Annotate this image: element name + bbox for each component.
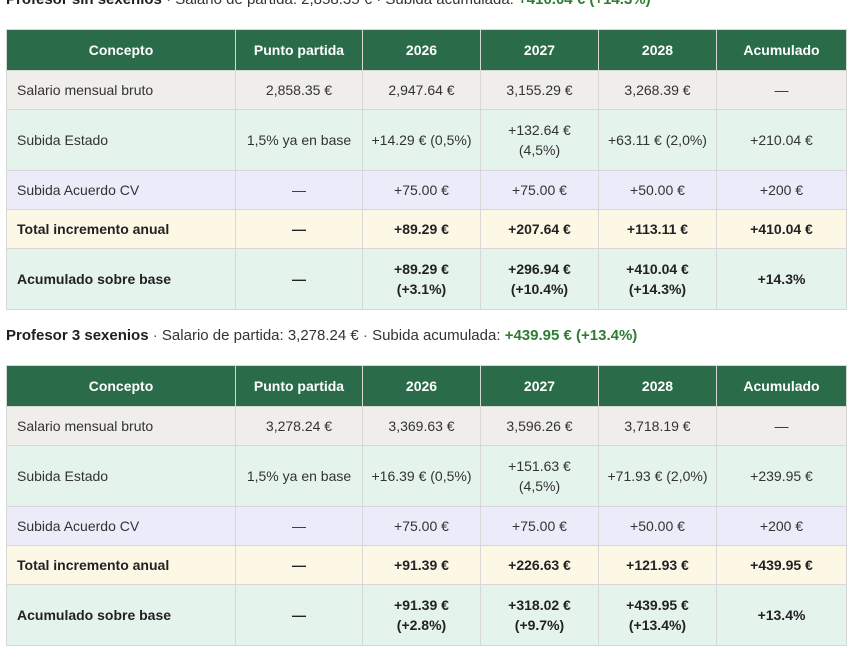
raise-value: +439.95 € (+13.4%) xyxy=(504,327,638,344)
table-cell: +16.39 € (0,5%) xyxy=(362,445,481,507)
table-row: Subida Estado 1,5% ya en base +14.29 € (… xyxy=(6,109,847,171)
table-cell: +89.29 € (+3.1%) xyxy=(362,248,481,310)
table-cell: +132.64 € (4,5%) xyxy=(480,109,599,171)
table-header-row: Concepto Punto partida 2026 2027 2028 Ac… xyxy=(6,29,847,71)
table-cell: +71.93 € (2,0%) xyxy=(598,445,717,507)
table-cell: +50.00 € xyxy=(598,170,717,210)
section-title: Profesor 3 sexenios xyxy=(6,327,149,344)
table-row: Salario mensual bruto 3,278.24 € 3,369.6… xyxy=(6,406,847,446)
salary-table: Concepto Punto partida 2026 2027 2028 Ac… xyxy=(6,29,847,310)
table-cell: — xyxy=(716,406,847,446)
table-cell: 3,268.39 € xyxy=(598,70,717,110)
table-cell: +121.93 € xyxy=(598,545,717,585)
header-2028: 2028 xyxy=(598,29,717,71)
raise-value: +410.04 € (+14.3%) xyxy=(518,0,651,8)
table-cell: +91.39 € xyxy=(362,545,481,585)
table-cell: +14.29 € (0,5%) xyxy=(362,109,481,171)
table-cell: Subida Estado xyxy=(6,445,236,507)
table-cell: 2,947.64 € xyxy=(362,70,481,110)
section-heading: Profesor sin sexenios · Salario de parti… xyxy=(6,0,651,8)
table-cell: — xyxy=(235,248,363,310)
header-acumulado: Acumulado xyxy=(716,365,847,407)
table-cell: +318.02 € (+9.7%) xyxy=(480,584,599,646)
table-row: Acumulado sobre base — +89.29 € (+3.1%) … xyxy=(6,248,847,310)
table-cell: — xyxy=(235,209,363,249)
table-cell: 3,278.24 € xyxy=(235,406,363,446)
table-cell: Subida Acuerdo CV xyxy=(6,506,236,546)
table-cell: +410.04 € xyxy=(716,209,847,249)
section-title: Profesor sin sexenios xyxy=(6,0,162,8)
table-row: Total incremento anual — +89.29 € +207.6… xyxy=(6,209,847,249)
table-cell: +75.00 € xyxy=(480,506,599,546)
table-cell: +63.11 € (2,0%) xyxy=(598,109,717,171)
table-cell: +151.63 € (4,5%) xyxy=(480,445,599,507)
header-punto-partida: Punto partida xyxy=(235,365,363,407)
table-cell: 3,155.29 € xyxy=(480,70,599,110)
starting-salary: Salario de partida: 2,858.35 € xyxy=(175,0,372,8)
header-concepto: Concepto xyxy=(6,29,236,71)
table-row: Salario mensual bruto 2,858.35 € 2,947.6… xyxy=(6,70,847,110)
table-cell: Acumulado sobre base xyxy=(6,248,236,310)
table-cell: +439.95 € xyxy=(716,545,847,585)
table-cell: — xyxy=(235,170,363,210)
table-cell: +75.00 € xyxy=(362,506,481,546)
table-cell: +226.63 € xyxy=(480,545,599,585)
table-cell: 1,5% ya en base xyxy=(235,109,363,171)
table-cell: +89.29 € xyxy=(362,209,481,249)
table-cell: +410.04 € (+14.3%) xyxy=(598,248,717,310)
header-2028: 2028 xyxy=(598,365,717,407)
header-2026: 2026 xyxy=(362,29,481,71)
table-cell: Acumulado sobre base xyxy=(6,584,236,646)
table-cell: 3,596.26 € xyxy=(480,406,599,446)
table-row: Acumulado sobre base — +91.39 € (+2.8%) … xyxy=(6,584,847,646)
table-cell: Total incremento anual xyxy=(6,209,236,249)
header-concepto: Concepto xyxy=(6,365,236,407)
table-cell: Salario mensual bruto xyxy=(6,70,236,110)
table-cell: — xyxy=(235,506,363,546)
table-cell: +14.3% xyxy=(716,248,847,310)
table-cell: +13.4% xyxy=(716,584,847,646)
header-acumulado: Acumulado xyxy=(716,29,847,71)
table-cell: 3,369.63 € xyxy=(362,406,481,446)
table-cell: — xyxy=(716,70,847,110)
table-cell: +239.95 € xyxy=(716,445,847,507)
raise-label: Subida acumulada: xyxy=(385,0,513,8)
header-2027: 2027 xyxy=(480,29,599,71)
table-cell: Subida Estado xyxy=(6,109,236,171)
table-cell: +200 € xyxy=(716,170,847,210)
table-cell: +50.00 € xyxy=(598,506,717,546)
raise-label: Subida acumulada: xyxy=(372,327,501,344)
table-cell: +113.11 € xyxy=(598,209,717,249)
table-row: Subida Estado 1,5% ya en base +16.39 € (… xyxy=(6,445,847,507)
table-cell: Subida Acuerdo CV xyxy=(6,170,236,210)
salary-table: Concepto Punto partida 2026 2027 2028 Ac… xyxy=(6,365,847,646)
table-cell: +210.04 € xyxy=(716,109,847,171)
table-cell: Total incremento anual xyxy=(6,545,236,585)
table-row: Subida Acuerdo CV — +75.00 € +75.00 € +5… xyxy=(6,506,847,546)
header-2026: 2026 xyxy=(362,365,481,407)
section-heading: Profesor 3 sexenios · Salario de partida… xyxy=(6,327,638,344)
table-cell: +75.00 € xyxy=(480,170,599,210)
table-cell: — xyxy=(235,584,363,646)
table-cell: Salario mensual bruto xyxy=(6,406,236,446)
table-cell: 1,5% ya en base xyxy=(235,445,363,507)
table-cell: 3,718.19 € xyxy=(598,406,717,446)
table-cell: +91.39 € (+2.8%) xyxy=(362,584,481,646)
table-cell: +207.64 € xyxy=(480,209,599,249)
starting-salary: Salario de partida: 3,278.24 € xyxy=(161,327,359,344)
table-row: Total incremento anual — +91.39 € +226.6… xyxy=(6,545,847,585)
table-header-row: Concepto Punto partida 2026 2027 2028 Ac… xyxy=(6,365,847,407)
table-cell: +296.94 € (+10.4%) xyxy=(480,248,599,310)
header-punto-partida: Punto partida xyxy=(235,29,363,71)
table-cell: +75.00 € xyxy=(362,170,481,210)
header-2027: 2027 xyxy=(480,365,599,407)
table-cell: — xyxy=(235,545,363,585)
table-row: Subida Acuerdo CV — +75.00 € +75.00 € +5… xyxy=(6,170,847,210)
table-cell: +200 € xyxy=(716,506,847,546)
table-cell: +439.95 € (+13.4%) xyxy=(598,584,717,646)
table-cell: 2,858.35 € xyxy=(235,70,363,110)
